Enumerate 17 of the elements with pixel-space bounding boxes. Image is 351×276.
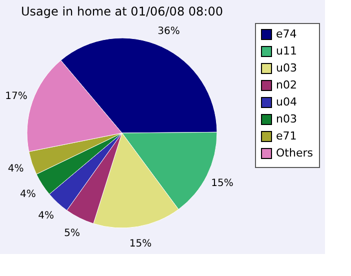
data-label: 17%: [5, 90, 28, 102]
chart-title: Usage in home at 01/06/08 08:00: [21, 4, 223, 18]
legend-label: n02: [276, 78, 297, 92]
data-label: 4%: [38, 210, 54, 222]
legend-label: Others: [276, 146, 314, 160]
data-label: 5%: [64, 228, 80, 240]
legend-label: u03: [276, 62, 297, 74]
data-label: 15%: [211, 178, 234, 189]
data-label: 4%: [20, 188, 36, 200]
data-label: 15%: [129, 238, 152, 250]
data-label: 4%: [8, 164, 24, 175]
legend-label: u04: [276, 96, 297, 108]
legend-label: u11: [276, 44, 297, 58]
legend-label: n03: [276, 112, 297, 126]
data-label: 36%: [158, 26, 180, 38]
legend-label: e71: [276, 130, 297, 142]
legend-label: e74: [276, 28, 297, 40]
